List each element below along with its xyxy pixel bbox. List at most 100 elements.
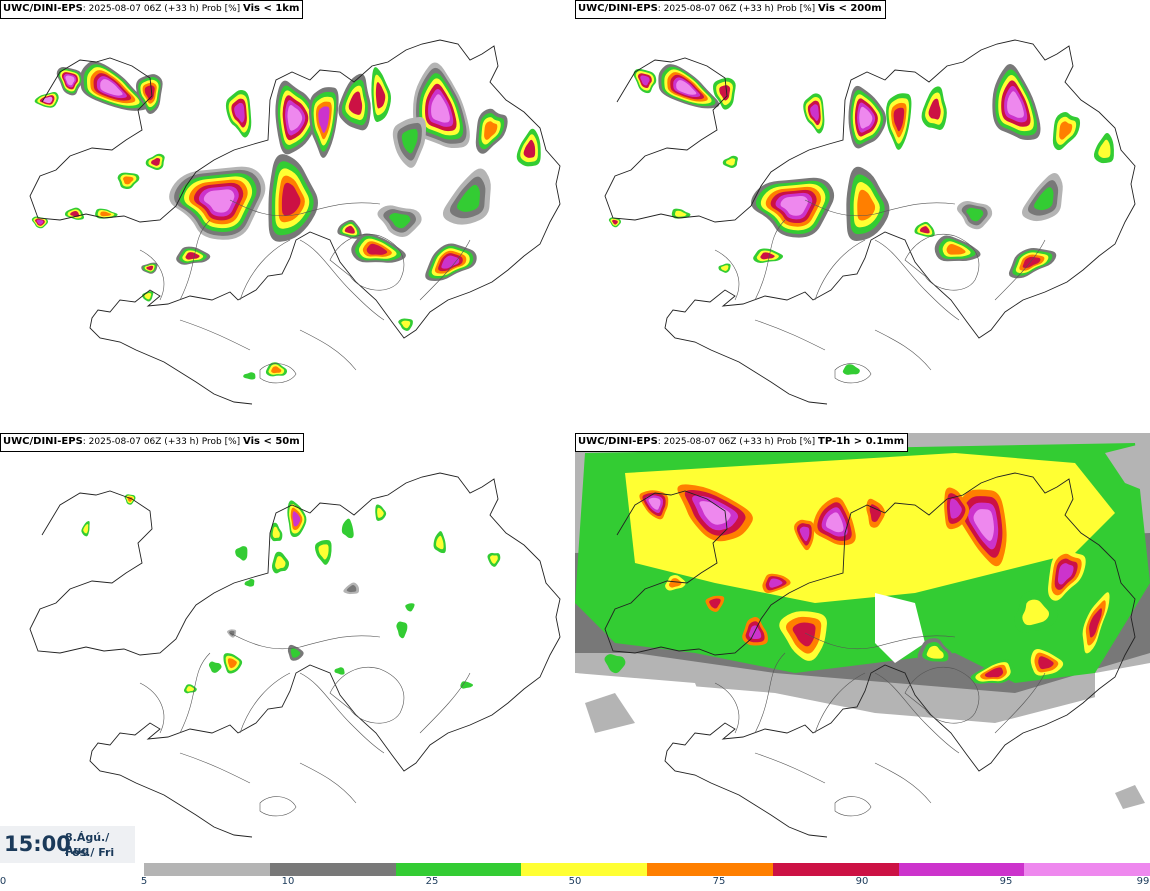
iceland-outline	[604, 472, 1136, 838]
probability-area	[83, 524, 89, 534]
probability-area	[926, 645, 944, 659]
probability-area	[842, 364, 860, 375]
probability-area	[949, 498, 962, 519]
model-name: UWC/DINI-EPS	[3, 436, 83, 447]
colorbar-bin	[772, 863, 899, 876]
colorbar-bin	[269, 863, 396, 876]
probability-area	[709, 598, 721, 609]
probability-area	[436, 535, 444, 550]
run-info: : 2025-08-07 06Z (+33 h) Prob [%]	[82, 4, 241, 14]
panel-title: UWC/DINI-EPS: 2025-08-07 06Z (+33 h) Pro…	[575, 433, 909, 452]
probability-area	[271, 366, 282, 374]
probability-area	[1089, 608, 1102, 638]
map-panel-vis-1km: UWC/DINI-EPS: 2025-08-07 06Z (+33 h) Pro…	[0, 0, 575, 430]
probability-area	[208, 661, 222, 673]
panel-title: UWC/DINI-EPS: 2025-08-07 06Z (+33 h) Pro…	[0, 0, 304, 19]
precip-field	[575, 433, 1150, 863]
colorbar-tick-label: 0	[0, 876, 7, 887]
probability-area	[275, 556, 286, 570]
colorbar-tick-label: 10	[281, 876, 295, 887]
probability-area	[760, 252, 775, 260]
colorbar-bin	[521, 863, 647, 876]
probability-area	[344, 225, 355, 234]
probability-area	[396, 621, 408, 639]
probability-area	[810, 104, 819, 121]
probability-area	[334, 667, 345, 675]
probability-area	[441, 255, 460, 269]
probability-area	[748, 625, 762, 640]
no-precip-area	[825, 733, 1075, 863]
valid-weekday: Fös./ Fri	[65, 846, 115, 859]
probability-area	[604, 654, 626, 674]
probability-area	[318, 544, 329, 560]
map-precip	[575, 433, 1150, 863]
probability-area	[1038, 656, 1054, 670]
threshold-label: Vis < 1km	[243, 3, 300, 14]
panel-title: UWC/DINI-EPS: 2025-08-07 06Z (+33 h) Pro…	[0, 433, 304, 452]
probability-area	[100, 211, 112, 217]
probability-area	[377, 507, 384, 518]
probability-area	[405, 603, 415, 612]
probability-area	[612, 219, 618, 225]
probability-area	[859, 106, 873, 129]
colorbar-bin	[898, 863, 1025, 876]
probability-area	[1105, 443, 1150, 493]
threshold-label: Vis < 50m	[243, 436, 300, 447]
probability-area	[318, 106, 330, 133]
probability-area	[1057, 563, 1074, 585]
probability-area	[625, 453, 1115, 603]
probability-area	[1098, 139, 1111, 159]
probability-area	[966, 207, 984, 222]
probability-area	[375, 82, 386, 109]
probability-area	[799, 526, 810, 542]
probability-area	[234, 102, 245, 123]
map-panel-precip: UWC/DINI-EPS: 2025-08-07 06Z (+33 h) Pro…	[575, 433, 1150, 863]
no-precip-area	[875, 593, 925, 663]
iceland-outline	[604, 39, 1136, 405]
probability-area	[186, 686, 195, 692]
iceland-outline	[29, 472, 561, 838]
probability-area	[1022, 599, 1050, 626]
probability-area	[1033, 187, 1054, 211]
colorbar-bin	[395, 863, 522, 876]
probability-area	[341, 518, 354, 539]
probability-area	[725, 158, 736, 166]
probability-area	[346, 584, 357, 593]
probability-area	[484, 121, 498, 140]
probability-area	[203, 189, 235, 213]
probability-area	[185, 252, 200, 260]
probability-area	[973, 509, 994, 541]
probability-area	[676, 80, 697, 95]
probability-area	[401, 128, 418, 154]
model-name: UWC/DINI-EPS	[578, 436, 658, 447]
probability-area	[272, 526, 280, 538]
probability-area	[668, 578, 682, 588]
probability-area	[648, 497, 661, 510]
probability-area	[825, 512, 844, 533]
probability-area	[42, 96, 53, 104]
probability-area	[36, 219, 44, 225]
probability-area	[287, 104, 303, 131]
colorbar-tick-label: 25	[425, 876, 439, 887]
probability-area	[144, 85, 155, 101]
probability-area	[893, 107, 905, 132]
probability-area	[235, 546, 248, 561]
probability-area	[151, 158, 161, 166]
probability-area	[919, 226, 930, 234]
colorbar-tick-label: 95	[999, 876, 1013, 887]
probability-area	[523, 139, 536, 158]
probability-area	[857, 189, 876, 221]
probability-area	[123, 176, 134, 185]
no-precip-area	[1075, 663, 1150, 863]
probability-area	[460, 681, 474, 689]
probability-area	[348, 91, 363, 115]
model-name: UWC/DINI-EPS	[578, 3, 658, 14]
iceland-outline	[29, 39, 561, 405]
probability-area	[431, 94, 450, 123]
threshold-label: TP-1h > 0.1mm	[818, 436, 905, 447]
probability-area	[281, 182, 301, 216]
colorbar-bin	[647, 863, 773, 876]
probability-area	[227, 658, 237, 669]
colorbar-tick-label: 90	[855, 876, 869, 887]
probability-area	[244, 578, 255, 587]
